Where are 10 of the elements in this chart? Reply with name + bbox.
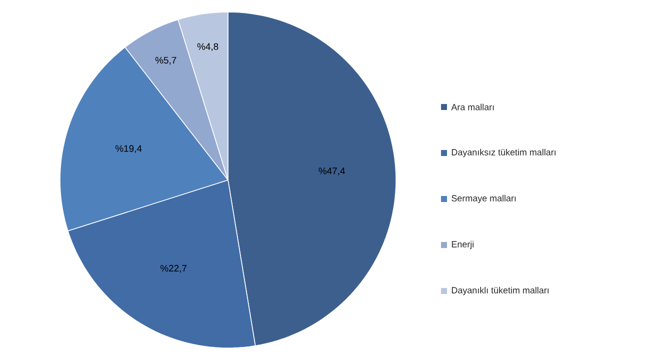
legend-label: Ara malları xyxy=(451,104,494,110)
data-label: %5,7 xyxy=(155,56,176,65)
legend-label: Dayanıksız tüketim malları xyxy=(452,148,556,158)
legend-label: Enerji xyxy=(452,240,474,250)
data-label: %22,7 xyxy=(160,264,187,273)
legend-label: Dayanıklı tüketim malları xyxy=(452,286,549,296)
legend-label: Sermaye malları xyxy=(452,194,516,204)
data-label: %47,4 xyxy=(318,168,345,176)
data-label: %4,8 xyxy=(197,43,218,52)
data-label: %19,4 xyxy=(115,145,142,153)
